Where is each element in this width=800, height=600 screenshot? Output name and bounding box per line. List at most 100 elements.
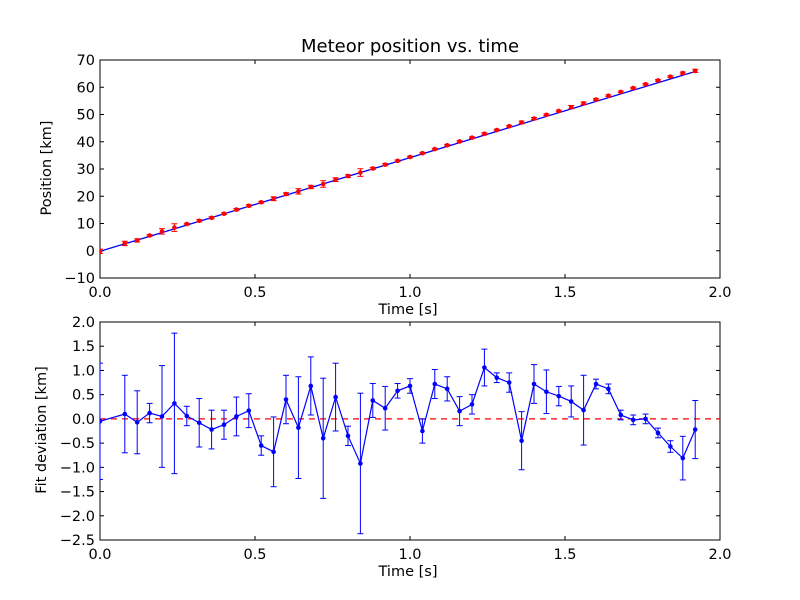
data-point xyxy=(395,158,400,164)
data-point xyxy=(395,388,400,394)
y-tick-label: 30 xyxy=(77,162,95,178)
data-point xyxy=(221,211,227,216)
data-point xyxy=(630,417,636,423)
y-tick-label: 70 xyxy=(77,53,95,69)
data-point xyxy=(420,428,425,434)
data-point xyxy=(506,380,512,385)
data-point xyxy=(147,233,152,238)
data-point xyxy=(283,397,289,402)
data-point xyxy=(457,408,462,414)
data-point xyxy=(556,108,562,114)
data-point xyxy=(618,89,624,95)
x-tick-label: 1.0 xyxy=(398,285,421,301)
y-tick-label: 1.5 xyxy=(72,339,95,355)
data-point xyxy=(320,435,326,441)
data-point xyxy=(668,444,673,449)
y-tick-label: −2.5 xyxy=(60,533,95,549)
x-tick-label: 1.5 xyxy=(553,285,576,301)
deviation-chart: Time [s] Fit deviation [km] 0.0 0.5 1.0 1.5… xyxy=(34,315,732,580)
data-point xyxy=(531,381,537,387)
data-point xyxy=(643,416,648,422)
data-point xyxy=(606,93,611,98)
data-point xyxy=(234,414,239,419)
data-point xyxy=(630,85,636,91)
data-point xyxy=(370,166,376,171)
data-point xyxy=(100,248,103,254)
data-point xyxy=(692,427,698,432)
data-point xyxy=(345,433,351,439)
y-tick-label: −0.5 xyxy=(60,436,95,452)
data-point xyxy=(655,78,661,83)
data-point xyxy=(159,229,165,234)
data-point xyxy=(358,170,363,175)
data-point xyxy=(159,414,165,419)
data-point xyxy=(606,386,611,392)
data-point xyxy=(581,407,586,413)
data-point xyxy=(668,74,673,79)
data-point xyxy=(196,420,202,426)
deviation-chart-xlabel: Time [s] xyxy=(378,564,438,580)
data-point xyxy=(209,427,214,432)
data-point xyxy=(494,375,500,381)
data-point xyxy=(258,199,264,205)
position-plot-area: 0.0 0.5 1.0 1.5 2.0 −10 0 10 20 30 40 50 60 70 xyxy=(64,53,731,301)
data-point xyxy=(184,221,190,227)
y-tick-label: −1.0 xyxy=(60,460,95,476)
data-point xyxy=(283,191,289,197)
y-tick-label: −1.5 xyxy=(60,485,95,501)
data-point xyxy=(494,127,500,133)
y-tick-label: 20 xyxy=(77,189,95,205)
data-point xyxy=(581,101,586,106)
data-point xyxy=(643,81,648,87)
data-point xyxy=(469,135,475,140)
data-point xyxy=(172,401,177,406)
data-point xyxy=(482,131,487,137)
data-point xyxy=(122,241,128,246)
data-point xyxy=(308,383,314,389)
data-point xyxy=(680,455,686,461)
y-tick-label: 0.5 xyxy=(72,388,95,404)
data-point xyxy=(680,70,686,76)
y-tick-label: 0 xyxy=(86,244,95,260)
data-point xyxy=(618,412,624,418)
data-point xyxy=(358,461,363,466)
y-tick-label: 50 xyxy=(77,108,95,124)
data-point xyxy=(469,402,475,407)
data-point xyxy=(258,443,264,448)
deviation-chart-ylabel: Fit deviation [km] xyxy=(34,366,50,493)
position-chart-ylabel: Position [km] xyxy=(39,121,55,216)
data-point xyxy=(221,422,227,428)
x-tick-label: 0.0 xyxy=(88,547,111,563)
data-point xyxy=(420,150,425,156)
x-tick-label: 1.5 xyxy=(553,547,576,563)
data-point xyxy=(568,104,574,110)
data-point xyxy=(345,173,351,179)
data-point xyxy=(482,365,487,370)
y-tick-label: 1.0 xyxy=(72,363,95,379)
x-tick-label: 0.0 xyxy=(88,285,111,301)
data-point xyxy=(147,410,152,416)
data-point xyxy=(519,120,524,125)
x-tick-label: 2.0 xyxy=(708,285,731,301)
data-point xyxy=(196,218,202,224)
data-point xyxy=(407,383,413,389)
y-tick-label: 60 xyxy=(77,80,95,96)
position-chart-xlabel: Time [s] xyxy=(378,302,438,318)
data-point xyxy=(432,146,438,152)
data-point xyxy=(544,389,549,395)
data-point xyxy=(271,196,276,202)
y-tick-label: 0.0 xyxy=(72,412,95,428)
deviation-plot-area: 0.0 0.5 1.0 1.5 2.0 −2.5 −2.0 −1.5 −1.0 −0.5 0.0 0.… xyxy=(60,315,732,563)
data-point xyxy=(134,419,140,425)
data-point xyxy=(457,139,462,144)
data-point xyxy=(432,381,438,387)
data-point xyxy=(296,425,301,430)
plot-marks xyxy=(100,332,720,535)
data-point xyxy=(134,238,140,243)
data-point xyxy=(568,399,574,404)
x-tick-label: 1.0 xyxy=(398,547,421,563)
y-tick-label: 40 xyxy=(77,135,95,151)
y-tick-label: 10 xyxy=(77,217,95,233)
data-point xyxy=(556,393,562,399)
